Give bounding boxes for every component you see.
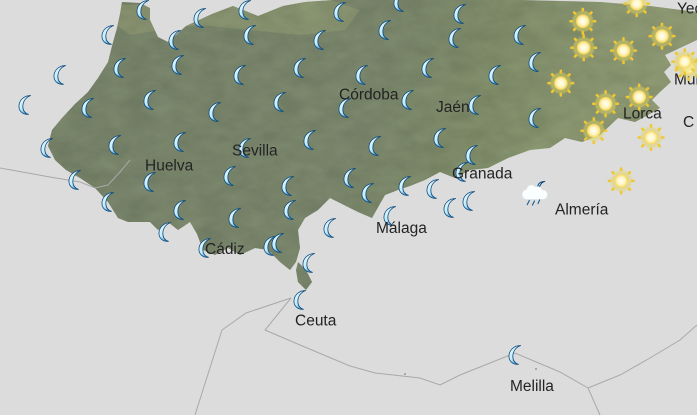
svg-text:Cádiz: Cádiz <box>205 241 245 258</box>
svg-text:Lorca: Lorca <box>623 106 662 123</box>
svg-text:Melilla: Melilla <box>510 378 554 395</box>
svg-text:Córdoba: Córdoba <box>339 87 399 104</box>
svg-text:Jaén: Jaén <box>436 99 470 116</box>
svg-text:Sevilla: Sevilla <box>232 143 278 160</box>
svg-text:Huelva: Huelva <box>145 158 194 175</box>
svg-text:Málaga: Málaga <box>376 220 427 237</box>
svg-text:Yec: Yec <box>677 1 697 18</box>
svg-text:Ceuta: Ceuta <box>295 313 337 330</box>
svg-text:Granada: Granada <box>452 166 513 183</box>
svg-text:C: C <box>683 114 694 131</box>
svg-text:Almería: Almería <box>555 202 609 219</box>
